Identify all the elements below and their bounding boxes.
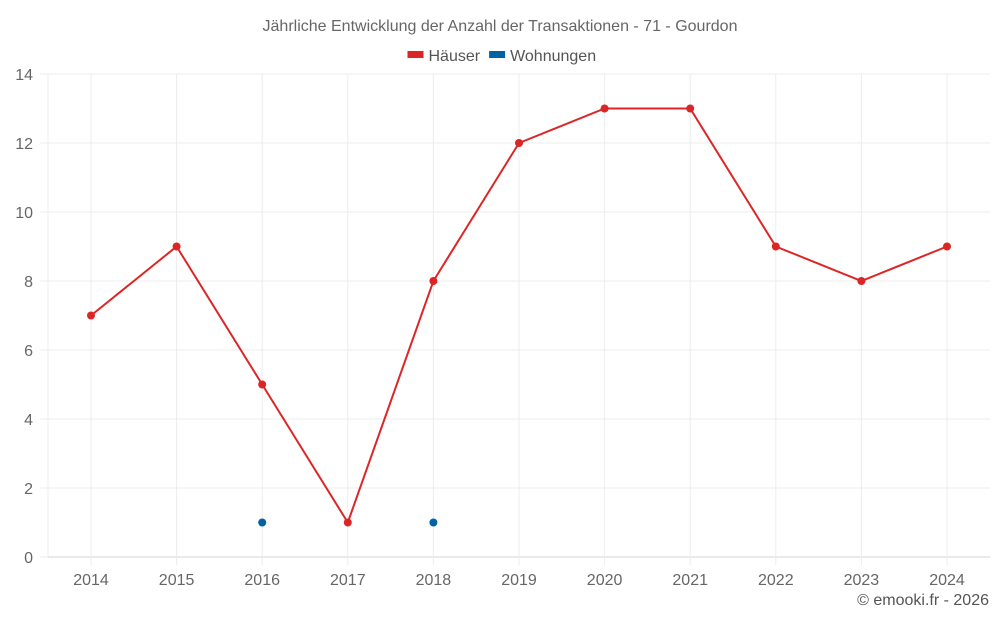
x-tick-label: 2014 <box>73 572 109 589</box>
y-tick-label: 6 <box>24 343 33 360</box>
chart-title: Jährliche Entwicklung der Anzahl der Tra… <box>263 18 738 35</box>
x-tick-label: 2020 <box>587 572 623 589</box>
y-tick-label: 4 <box>24 412 33 429</box>
data-point[interactable] <box>343 518 352 527</box>
data-point[interactable] <box>258 380 267 389</box>
data-point[interactable] <box>87 311 95 320</box>
x-tick-label: 2021 <box>672 572 708 589</box>
data-point[interactable] <box>172 242 181 251</box>
data-point[interactable] <box>943 242 951 251</box>
x-tick-label: 2024 <box>929 572 965 589</box>
data-point[interactable] <box>429 518 438 527</box>
y-tick-label: 12 <box>15 136 33 153</box>
data-point[interactable] <box>600 104 609 113</box>
x-tick-label: 2016 <box>244 572 280 589</box>
data-point[interactable] <box>429 277 438 285</box>
y-tick-label: 2 <box>24 481 33 498</box>
data-point[interactable] <box>686 104 695 113</box>
x-tick-label: 2015 <box>159 572 195 589</box>
x-axis: 2014 2015 2016 2017 2018 2019 2020 2021 2022 2023… <box>73 572 965 589</box>
y-axis: 0 2 4 6 8 10 12 14 <box>15 67 33 567</box>
y-tick-label: 8 <box>24 274 33 291</box>
x-tick-label: 2017 <box>330 572 366 589</box>
credit-text: © emooki.fr - 2026 <box>857 592 989 609</box>
legend-label[interactable]: Häuser <box>429 48 481 65</box>
legend-swatch <box>489 51 506 58</box>
y-tick-label: 14 <box>15 67 33 84</box>
y-tick-label: 10 <box>15 205 33 222</box>
x-tick-label: 2023 <box>844 572 880 589</box>
x-tick-label: 2022 <box>758 572 794 589</box>
series-layer <box>87 104 951 527</box>
y-tick-label: 0 <box>24 550 33 567</box>
data-point[interactable] <box>771 242 780 251</box>
data-point[interactable] <box>515 139 523 147</box>
legend: Häuser Wohnungen <box>407 48 596 65</box>
legend-label[interactable]: Wohnungen <box>510 48 596 65</box>
legend-swatch <box>407 51 424 58</box>
data-point[interactable] <box>258 518 267 527</box>
x-tick-label: 2019 <box>501 572 537 589</box>
x-tick-label: 2018 <box>416 572 452 589</box>
data-point[interactable] <box>857 277 866 285</box>
